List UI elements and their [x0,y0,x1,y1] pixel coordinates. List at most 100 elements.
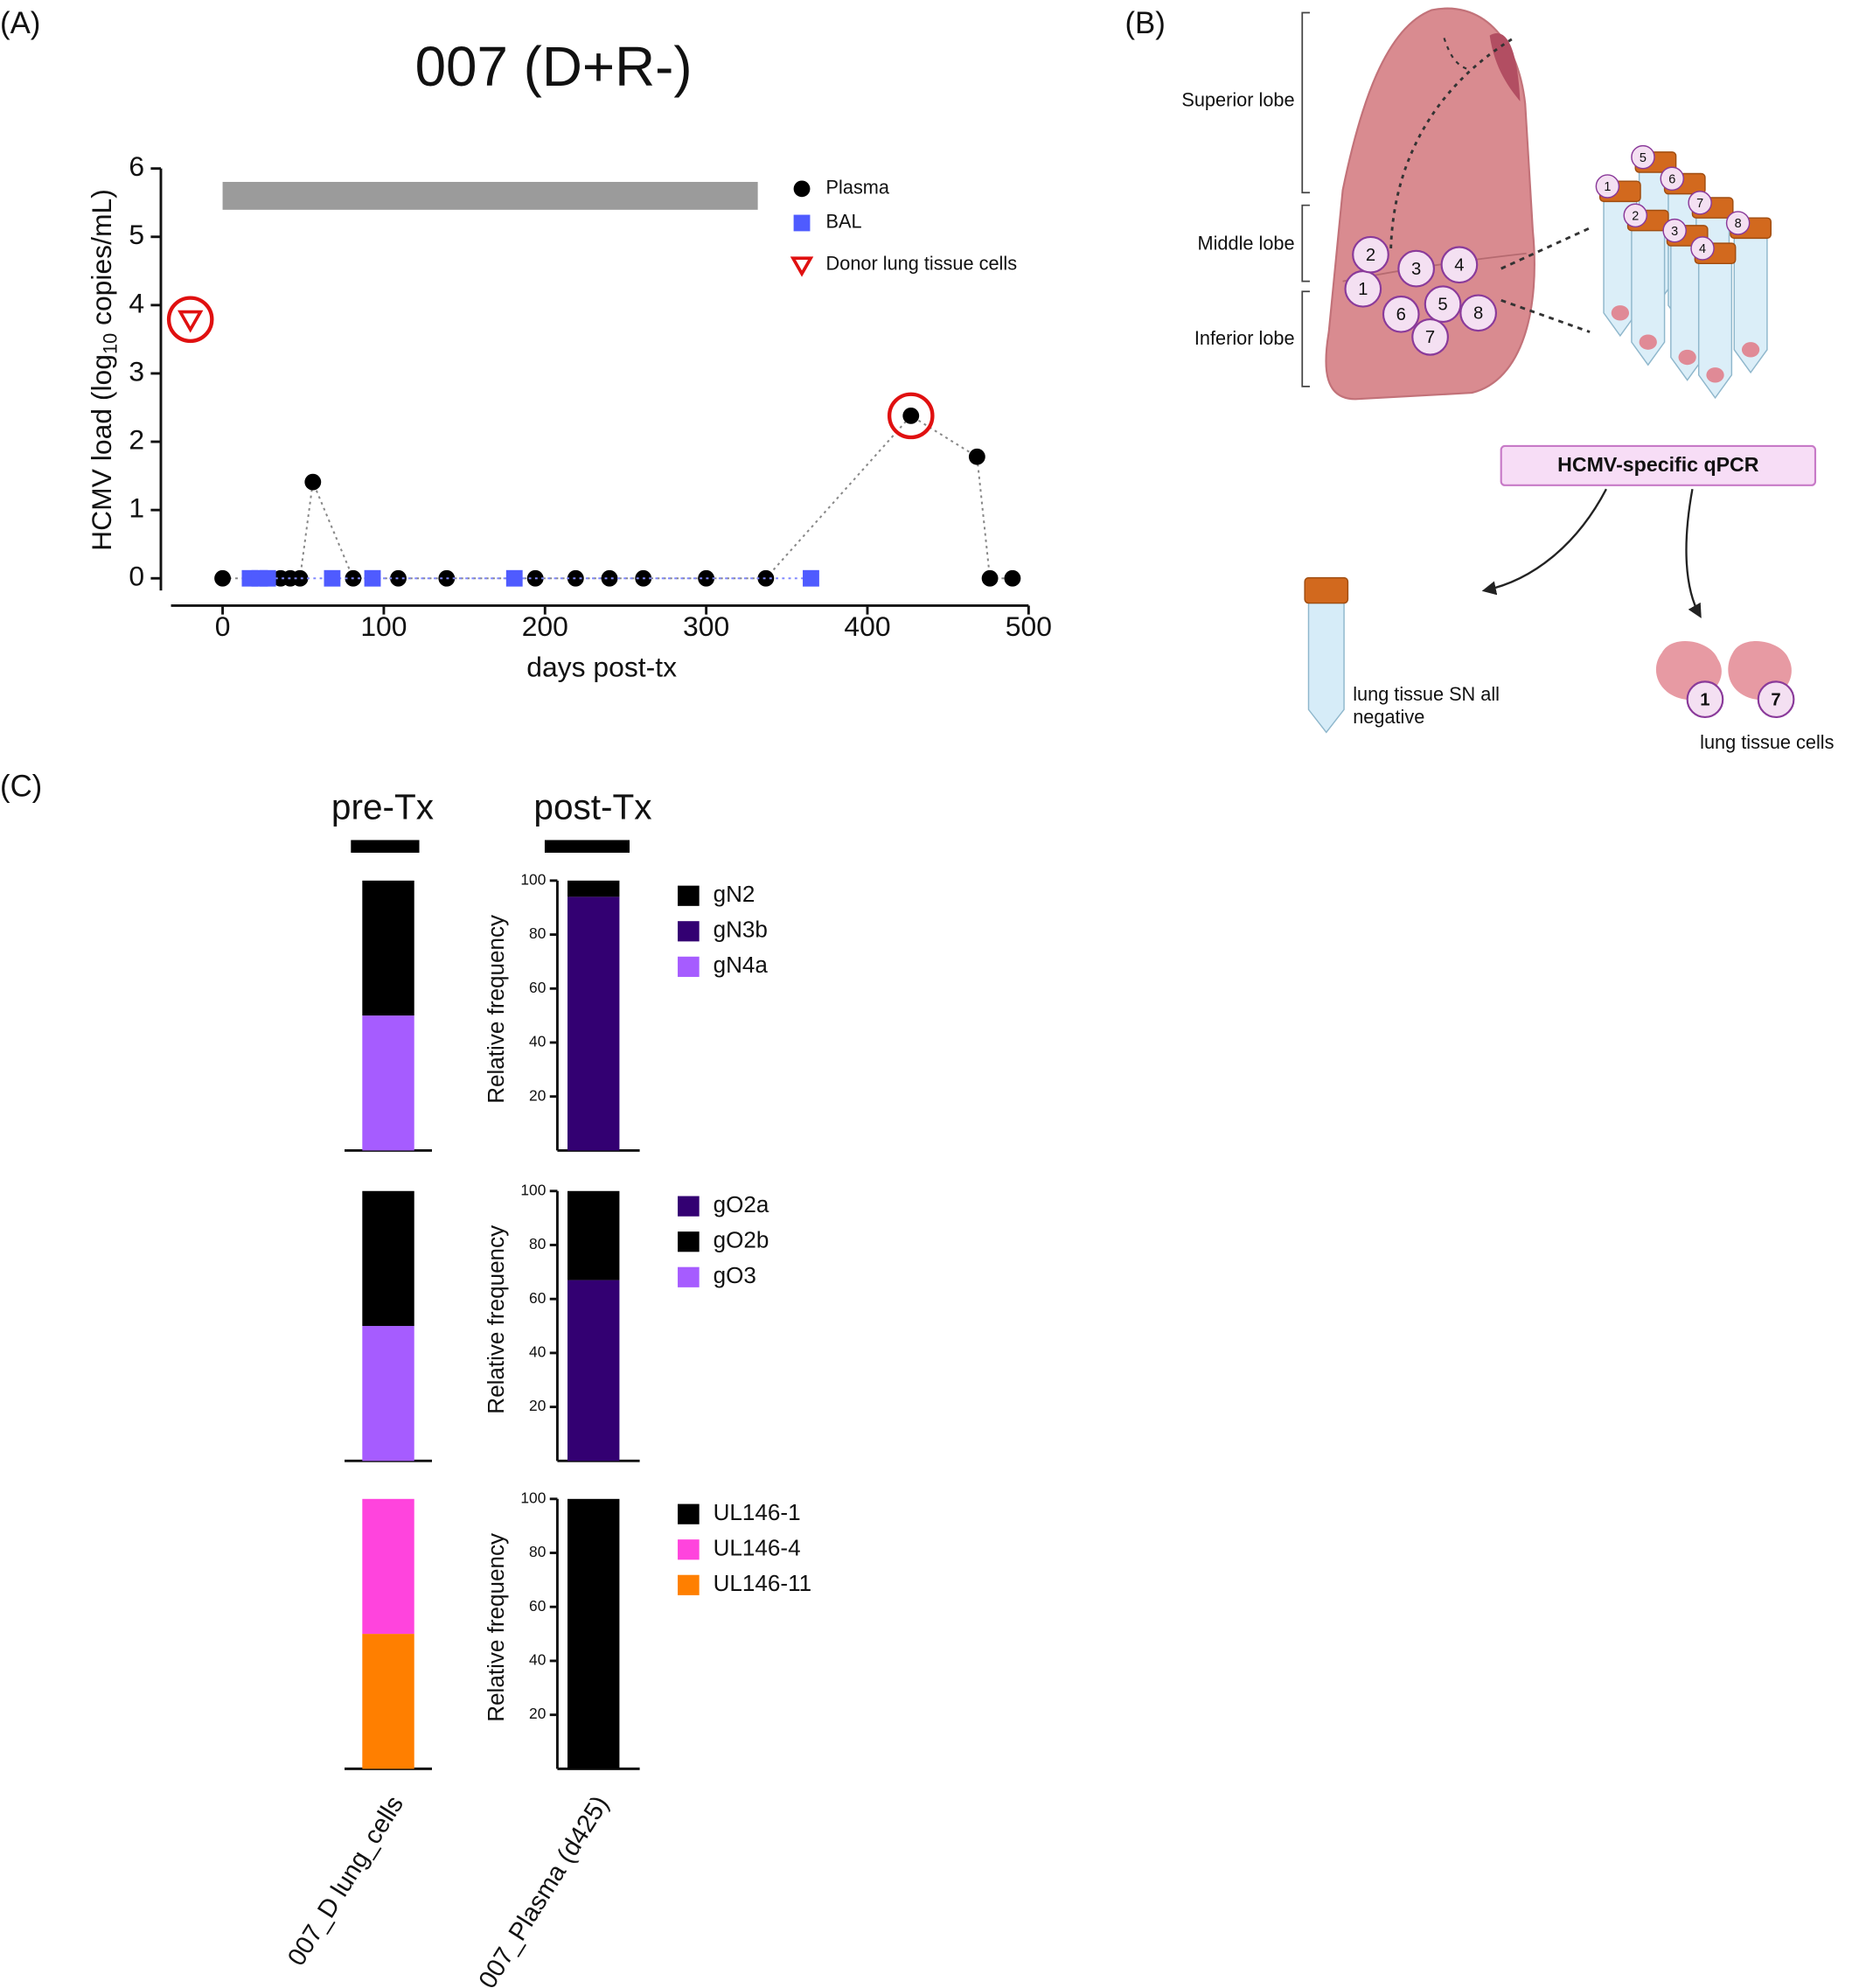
legend-swatch [678,1503,700,1524]
site-circle [1382,295,1420,333]
bar-segment [362,1634,414,1769]
data-point [214,569,231,587]
lung-diagram [1301,7,1817,734]
y-axis-label-sub: 10 [99,333,121,354]
y-tick-label: 1 [129,492,144,524]
data-point [390,569,407,587]
x-axis-label: days post-tx [526,651,677,682]
y-axis-label-part: copies/mL) [86,189,117,333]
y-tick-label: 100 [520,870,546,888]
arrow [1685,488,1702,618]
x-tick-label: 500 [1006,610,1052,642]
bar-segment [362,880,414,1016]
site-label: 7 [1425,328,1435,347]
legend-label: Plasma [826,177,890,199]
site-circle [1352,235,1389,274]
site-label: 2 [1366,246,1375,265]
tube-pellet [1611,305,1630,321]
tube-label-circle [1595,174,1620,199]
legend-swatch [678,1539,700,1560]
tube [1307,602,1345,734]
legend-swatch [678,885,700,906]
result-text: lung tissue cells [1700,731,1834,753]
y-tick-label: 40 [529,1343,546,1361]
tube-label: 3 [1671,225,1678,239]
site-circle [1424,285,1462,324]
highlight-ring [166,296,214,344]
y-tick-label: 20 [529,1086,546,1104]
y-tick-label: 80 [529,924,546,942]
y-tick-label: 6 [129,150,144,182]
panel-label: (C) [0,770,42,803]
assay-label: HCMV-specific qPCR [1557,453,1759,476]
legend-label: gO2b [714,1227,769,1253]
series-line [222,415,1013,580]
data-point [304,473,322,491]
group-bar [544,840,630,853]
tube-label: 1 [1604,180,1611,194]
y-tick-label: 20 [529,1397,546,1414]
legend-label: BAL [826,211,862,233]
legend-marker [793,214,811,232]
treatment-bar [222,181,758,210]
legend-swatch [678,921,700,942]
x-tick-label: 400 [844,610,890,642]
site-label: 7 [1771,690,1780,709]
y-axis-label: HCMV load (log10 copies/mL) [86,189,121,551]
y-tick-label: 0 [129,561,144,592]
data-point [601,569,618,587]
site-circle [1440,246,1479,284]
legend-swatch [678,956,700,977]
site-label: 6 [1396,305,1406,324]
legend-label: UL146-4 [714,1535,801,1561]
x-tick-label: 007_Plasma (d425) [474,1791,615,1988]
tube-cap [1304,576,1349,604]
bar-segment [362,1498,414,1635]
tube-label-circle [1623,203,1648,228]
y-axis-label-part: HCMV load (log [86,354,117,551]
tube-label-circle [1631,144,1655,170]
data-point [757,569,775,587]
legend-label: gN2 [714,881,755,907]
tube-label-circle [1662,218,1687,243]
legend-marker [790,256,814,277]
data-point [968,448,985,465]
y-tick-label: 40 [529,1651,546,1669]
x-tick-label: 200 [522,610,568,642]
lobe-label: Superior lobe [1181,89,1294,111]
group-bar [351,840,420,853]
site-label: 3 [1411,260,1421,279]
legend-label: gO2a [714,1191,769,1217]
data-point [803,569,819,587]
data-point [291,569,309,587]
tube-label: 4 [1699,242,1706,256]
group-label: pre-Tx [331,786,434,827]
tube-pellet [1678,349,1696,366]
bar-segment [362,1190,414,1327]
bar-segment [362,1015,414,1151]
y-tick-label: 80 [529,1235,546,1252]
site-circle [1686,680,1724,719]
bar-segment [567,880,620,897]
y-axis-label: Relative frequency [483,1225,509,1414]
x-tick-label: 0 [215,610,231,642]
y-tick-label: 100 [520,1181,546,1198]
legend-label: gN3b [714,917,768,943]
tube-pellet [1706,367,1724,383]
site-label: 8 [1473,304,1483,324]
data-point [902,407,920,424]
site-label: 5 [1438,295,1447,314]
y-tick-label: 60 [529,1289,546,1307]
arrow [1481,488,1607,596]
chart-title: 007 (D+R-) [415,35,693,98]
x-tick-label: 300 [683,610,729,642]
bar-segment [362,1326,414,1461]
legend-label: gN4a [714,952,769,978]
legend-label: Donor lung tissue cells [826,253,1018,275]
legend-swatch [678,1196,700,1217]
x-tick-label: 007_D lung_cells [282,1791,409,1971]
tube-label-circle [1660,166,1685,192]
bar-segment [567,896,620,1151]
legend-label: UL146-11 [714,1570,812,1596]
